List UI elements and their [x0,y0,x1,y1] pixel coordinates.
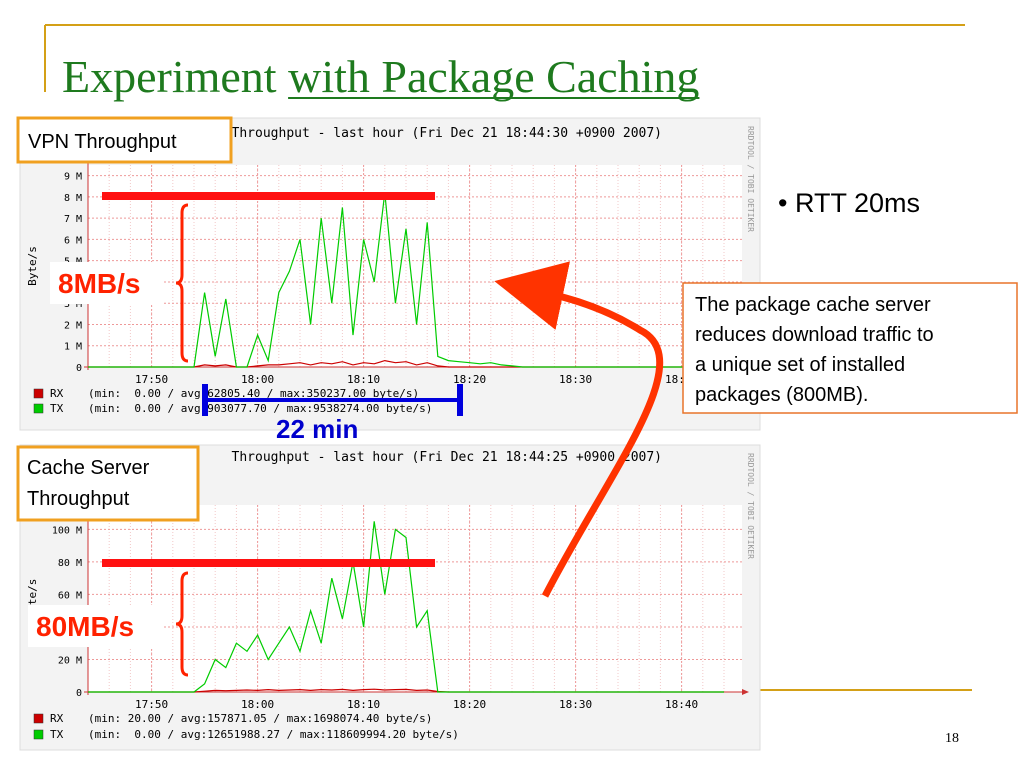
slide-title: Experiment with Package Caching [62,51,699,102]
rate-bg [50,262,162,304]
series-line [88,521,724,693]
side-label: RRDTOOL / TOBI OETIKER [746,453,755,559]
y-tick-label: 6 M [64,235,82,246]
overlays: • RTT 20ms The package cache server redu… [16,116,1018,746]
y-tick-label: 0 [76,688,82,699]
legend-name: TX [50,402,64,415]
series-line [88,192,724,368]
plot-area [88,505,742,692]
cache-label-line: Throughput [27,488,130,510]
chart-title: Throughput - last hour (Fri Dec 21 18:44… [232,450,662,465]
duration-label: 22 min [276,414,358,444]
y-tick-label: 80 M [58,558,82,569]
x-tick-label: 18:20 [453,698,486,711]
callout-line: a unique set of installed [695,354,905,376]
chart-title: Throughput - last hour (Fri Dec 21 18:44… [232,126,662,141]
callout-line: packages (800MB). [695,384,868,406]
legend-stats: (min: 20.00 / avg:157871.05 / max:169807… [88,712,432,725]
legend-stats: (min: 0.00 / avg:903077.70 / max:9538274… [88,402,432,415]
y-tick-label: 9 M [64,172,82,183]
y-tick-label: 2 M [64,320,82,331]
x-tick-label: 18:00 [241,698,274,711]
x-tick-label: 18:10 [347,373,380,386]
y-tick-label: 0 [76,363,82,374]
vpn-label: VPN Throughput [28,131,177,153]
bullet-text: RTT 20ms [795,188,920,218]
title-underlined: with Package Caching [288,51,699,102]
x-tick-label: 17:50 [135,698,168,711]
legend-name: TX [50,728,64,741]
y-tick-label: 3 M [64,299,82,310]
legend-stats: (min: 0.00 / avg:62805.40 / max:350237.0… [88,387,419,400]
x-tick-label: 17:50 [135,373,168,386]
x-tick-label: 18:30 [559,698,592,711]
bullet: • RTT 20ms [778,188,920,218]
cache-label-box [16,445,200,522]
brace [175,571,189,677]
x-tick-label: 18:40 [665,698,698,711]
callout-line: reduces download traffic to [695,324,934,346]
legend-swatch [33,713,44,724]
x-tick-label: 18:20 [453,373,486,386]
side-label: RRDTOOL / TOBI OETIKER [746,126,755,232]
vpn-label-box [16,116,233,164]
x-tick-label: 18:30 [559,373,592,386]
title-plain: Experiment [62,51,277,102]
y-tick-label: 1 M [64,342,82,353]
callout-line: The package cache server [695,294,931,316]
rate-label: 80MB/s [36,611,134,642]
y-tick-label: 60 M [58,590,82,601]
arrow [494,261,664,598]
y-tick-label: 20 M [58,655,82,666]
x-tick-label: 18:00 [241,373,274,386]
cache-label-line: Cache Server [27,457,150,479]
callout-box [682,282,1018,414]
y-tick-label: 7 M [64,214,82,225]
page-number: 18 [945,731,959,746]
x-tick-label: 18:10 [347,698,380,711]
legend-swatch [33,388,44,399]
brace [175,203,189,363]
rate-label: 8MB/s [58,268,140,299]
y-tick-label: 100 M [52,525,82,536]
legend-name: RX [50,712,64,725]
rate-bg [28,605,162,647]
legend-name: RX [50,387,64,400]
y-tick-label: 8 M [64,193,82,204]
charts: 17:50 18:00 18:10 18:20 18:30 18:40 0 1 M 2 M 3 M… [19,117,761,751]
legend-stats: (min: 0.00 / avg:12651988.27 / max:11860… [88,728,459,741]
y-axis-label: Byte/s [26,246,39,286]
legend-swatch [33,403,44,414]
legend-swatch [33,729,44,740]
